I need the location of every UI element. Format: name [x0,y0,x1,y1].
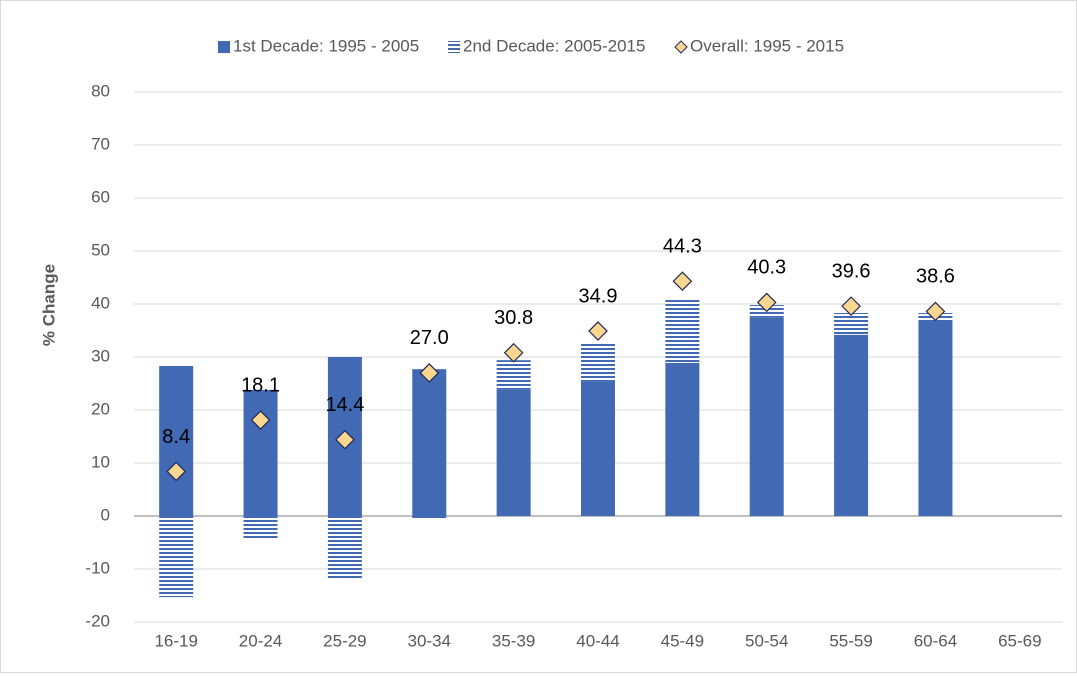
y-tick-label: 20 [91,399,110,418]
bar [496,360,531,390]
bar [918,322,953,516]
x-tick-label: 30-34 [408,631,451,650]
data-label: 39.6 [832,260,871,282]
x-tick-label: 55-59 [829,631,872,650]
y-tick-label: 0 [101,505,110,524]
diamond-marker [841,296,861,316]
bar [327,516,362,580]
x-tick-label: 45-49 [661,631,704,650]
bar [581,381,615,516]
x-tick-label: 16-19 [154,631,197,650]
legend-marker [218,41,230,53]
x-tick-label: 25-29 [323,631,366,650]
diamond-marker [335,429,355,450]
legend-marker [448,41,460,53]
bar [159,366,194,516]
bar [243,389,278,516]
bar [834,334,869,516]
y-tick-label: 60 [91,187,110,206]
x-tick-label: 60-64 [914,631,957,650]
diamond-marker [419,363,440,383]
data-label: 38.6 [916,266,955,288]
bar [159,516,194,598]
x-tick-label: 40-44 [576,631,619,650]
diamond-marker [588,321,608,341]
x-tick-label: 35-39 [492,631,535,650]
legend-label: 2nd Decade: 2005-2015 [463,36,645,55]
bar [665,362,700,516]
bar [834,313,869,335]
legend-marker [674,40,688,54]
diamond-marker [756,292,777,313]
bar [412,516,447,519]
x-tick-label: 50-54 [745,631,788,650]
y-tick-label: 10 [91,452,110,471]
x-tick-label: 65-69 [998,631,1041,650]
y-tick-label: 30 [91,346,110,365]
diamond-marker [166,461,187,482]
data-label: 30.8 [494,307,533,329]
data-label: 34.9 [579,285,618,307]
x-tick-label: 20-24 [239,631,282,650]
data-label: 18.1 [241,374,280,396]
y-axis-label: % Change [39,264,58,346]
bar [243,516,278,540]
y-tick-label: 40 [91,293,110,312]
diamond-marker [925,301,946,322]
y-tick-label: 50 [91,240,110,259]
diamond-marker [250,410,271,430]
y-tick-label: 80 [91,81,110,100]
y-tick-label: -10 [85,558,110,577]
data-label: 40.3 [747,257,786,279]
data-label: 44.3 [663,235,702,257]
data-label: 14.4 [325,394,364,416]
y-tick-label: -20 [85,611,110,630]
data-label: 8.4 [162,426,190,448]
bar [665,299,700,363]
data-label: 27.0 [410,327,449,349]
y-tick-label: 70 [91,134,110,153]
legend-label: 1st Decade: 1995 - 2005 [233,36,419,55]
legend-label: Overall: 1995 - 2015 [690,36,844,55]
bar [496,389,531,516]
bar [749,317,784,516]
diamond-marker [672,271,693,292]
diamond-marker [503,342,524,363]
bar [412,369,447,516]
bar [581,342,615,382]
